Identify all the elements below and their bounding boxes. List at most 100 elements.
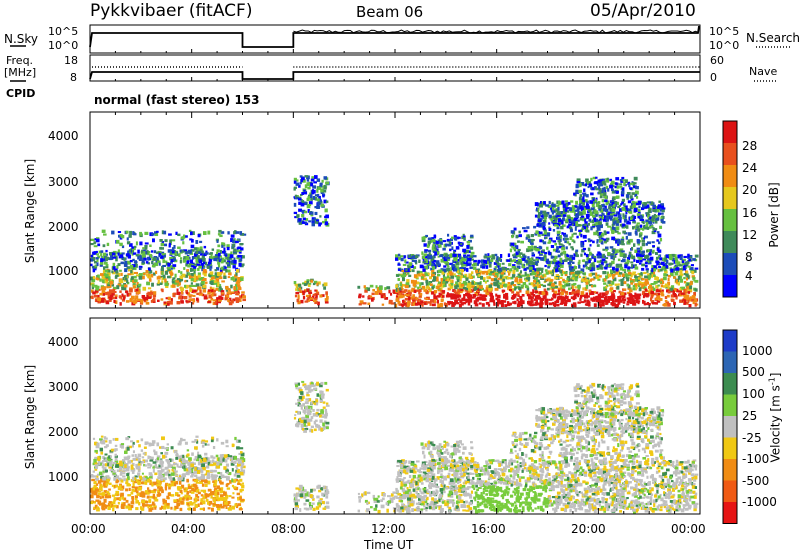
- data-cell: [589, 208, 592, 213]
- data-cell: [185, 460, 188, 464]
- data-cell: [453, 264, 457, 268]
- data-cell: [436, 270, 440, 274]
- data-cell: [190, 244, 195, 249]
- data-cell: [466, 286, 470, 291]
- data-cell: [531, 245, 534, 250]
- data-cell: [663, 260, 667, 263]
- data-cell: [601, 213, 605, 216]
- data-cell: [457, 298, 461, 301]
- data-cell: [662, 263, 667, 268]
- data-cell: [195, 250, 199, 255]
- data-cell: [496, 285, 501, 289]
- data-cell: [605, 246, 609, 250]
- data-cell: [430, 299, 435, 303]
- data-cell: [186, 478, 189, 483]
- data-cell: [564, 271, 568, 275]
- data-cell: [125, 478, 129, 482]
- data-cell: [603, 286, 606, 290]
- data-cell: [467, 257, 472, 262]
- data-cell: [113, 286, 117, 289]
- data-cell: [472, 293, 477, 298]
- data-cell: [407, 302, 411, 307]
- data-cell: [609, 296, 614, 299]
- data-cell: [212, 301, 216, 306]
- data-cell: [461, 264, 464, 269]
- data-cell: [624, 205, 628, 210]
- data-cell: [571, 233, 574, 238]
- data-cell: [445, 263, 449, 266]
- data-cell: [517, 273, 521, 276]
- data-cell: [604, 239, 608, 243]
- data-cell: [459, 267, 464, 270]
- data-cell: [153, 256, 158, 259]
- data-cell: [183, 234, 186, 239]
- data-cell: [371, 292, 375, 296]
- data-cell: [598, 231, 602, 236]
- data-cell: [612, 250, 615, 253]
- data-cell: [562, 300, 565, 304]
- data-cell: [511, 245, 514, 248]
- data-cell: [154, 232, 159, 237]
- data-cell: [307, 186, 311, 190]
- data-cell: [543, 288, 547, 291]
- data-cell: [184, 235, 188, 238]
- data-cell: [325, 291, 328, 295]
- data-cell: [577, 285, 581, 289]
- data-cell: [399, 288, 404, 291]
- data-cell: [133, 233, 137, 236]
- data-cell: [558, 202, 561, 206]
- data-cell: [498, 263, 502, 267]
- data-cell: [116, 239, 120, 244]
- data-cell: [159, 282, 163, 285]
- data-cell: [537, 291, 540, 295]
- data-cell: [115, 476, 119, 479]
- data-cell: [479, 270, 482, 274]
- data-cell: [232, 263, 237, 266]
- data-cell: [157, 299, 160, 303]
- data-cell: [170, 272, 173, 276]
- data-cell: [482, 277, 486, 281]
- data-cell: [219, 494, 224, 498]
- data-cell: [604, 215, 607, 220]
- data-cell: [636, 213, 641, 216]
- data-cell: [573, 292, 578, 296]
- data-cell: [554, 224, 558, 227]
- data-cell: [619, 208, 623, 212]
- data-cell: [634, 266, 639, 270]
- data-cell: [134, 475, 139, 478]
- data-cell: [534, 290, 539, 294]
- data-cell: [612, 218, 616, 223]
- data-cell: [613, 278, 617, 281]
- data-cell: [473, 259, 477, 263]
- data-cell: [146, 250, 149, 255]
- data-cell: [197, 233, 201, 238]
- data-cell: [548, 200, 551, 205]
- data-cell: [113, 469, 116, 474]
- data-cell: [298, 201, 303, 205]
- data-cell: [141, 249, 144, 253]
- data-cell: [509, 288, 513, 291]
- data-cell: [242, 458, 246, 462]
- data-cell: [516, 265, 521, 269]
- data-cell: [540, 298, 543, 302]
- data-cell: [673, 301, 676, 306]
- data-cell: [141, 507, 144, 511]
- data-cell: [202, 284, 207, 288]
- data-cell: [552, 203, 556, 208]
- data-cell: [92, 251, 95, 255]
- data-cell: [471, 281, 474, 285]
- data-cell: [597, 251, 601, 255]
- data-cell: [91, 286, 95, 290]
- data-cell: [572, 223, 577, 227]
- data-cell: [549, 260, 553, 264]
- data-cell: [109, 284, 112, 288]
- data-cell: [323, 184, 326, 189]
- data-cell: [442, 281, 446, 284]
- data-cell: [617, 296, 621, 300]
- data-cell: [692, 276, 695, 280]
- data-cell: [411, 259, 416, 262]
- data-cell: [621, 198, 625, 202]
- data-cell: [609, 213, 613, 217]
- data-cell: [432, 238, 436, 243]
- data-cell: [124, 268, 128, 273]
